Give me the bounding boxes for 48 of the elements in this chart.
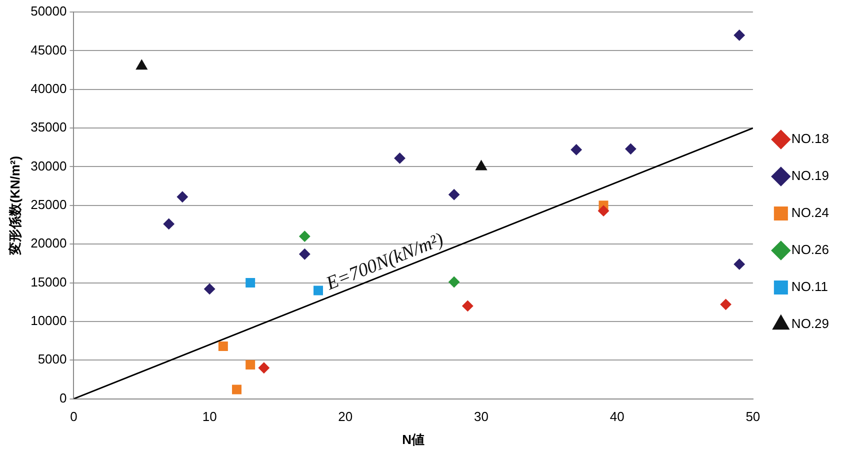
point (448, 189, 460, 200)
point (299, 248, 310, 260)
point (232, 384, 242, 394)
point (734, 30, 745, 41)
legend-label: NO.24 (791, 205, 830, 220)
point (246, 278, 256, 288)
y-tick-label: 0 (60, 390, 67, 406)
legend-label: NO.18 (791, 131, 830, 146)
y-tick-label: 35000 (30, 120, 67, 135)
point (299, 230, 310, 242)
point (314, 286, 323, 296)
y-tick-label: 15000 (30, 274, 67, 290)
y-tick-label: 20000 (30, 236, 67, 251)
point (476, 160, 487, 170)
point (204, 283, 216, 294)
point (570, 144, 582, 156)
point (258, 362, 270, 374)
x-tick-label: 50 (746, 409, 760, 424)
point (246, 360, 256, 370)
x-tick-label: 40 (610, 409, 624, 424)
legend-label: NO.19 (791, 168, 830, 184)
point (394, 152, 406, 164)
point (176, 191, 188, 202)
x-tick-label: 10 (202, 409, 217, 424)
point (448, 276, 460, 288)
y-axis-title: 変形係数(KN/m²) (7, 156, 22, 256)
y-tick-label: 40000 (30, 80, 67, 96)
y-tick-label: 10000 (30, 313, 67, 328)
x-tick-label: 30 (474, 409, 488, 424)
legend-label: NO.11 (791, 279, 828, 294)
y-tick-label: 30000 (30, 158, 67, 174)
y-tick-label: 50000 (30, 4, 67, 19)
y-tick-label: 25000 (30, 196, 67, 212)
legend-label: NO.26 (791, 242, 830, 258)
point (734, 258, 745, 270)
point (598, 205, 610, 216)
y-tick-label: 45000 (30, 42, 67, 58)
point (720, 298, 732, 310)
x-tick-label: 20 (338, 409, 353, 424)
x-tick-label: 0 (70, 409, 78, 424)
y-tick-label: 5000 (38, 352, 67, 367)
point (218, 341, 228, 351)
point (462, 300, 474, 312)
x-axis-title: N値 (402, 432, 425, 447)
point (136, 60, 148, 70)
point (625, 143, 636, 154)
point (163, 218, 174, 230)
legend-label: NO.29 (791, 316, 830, 332)
